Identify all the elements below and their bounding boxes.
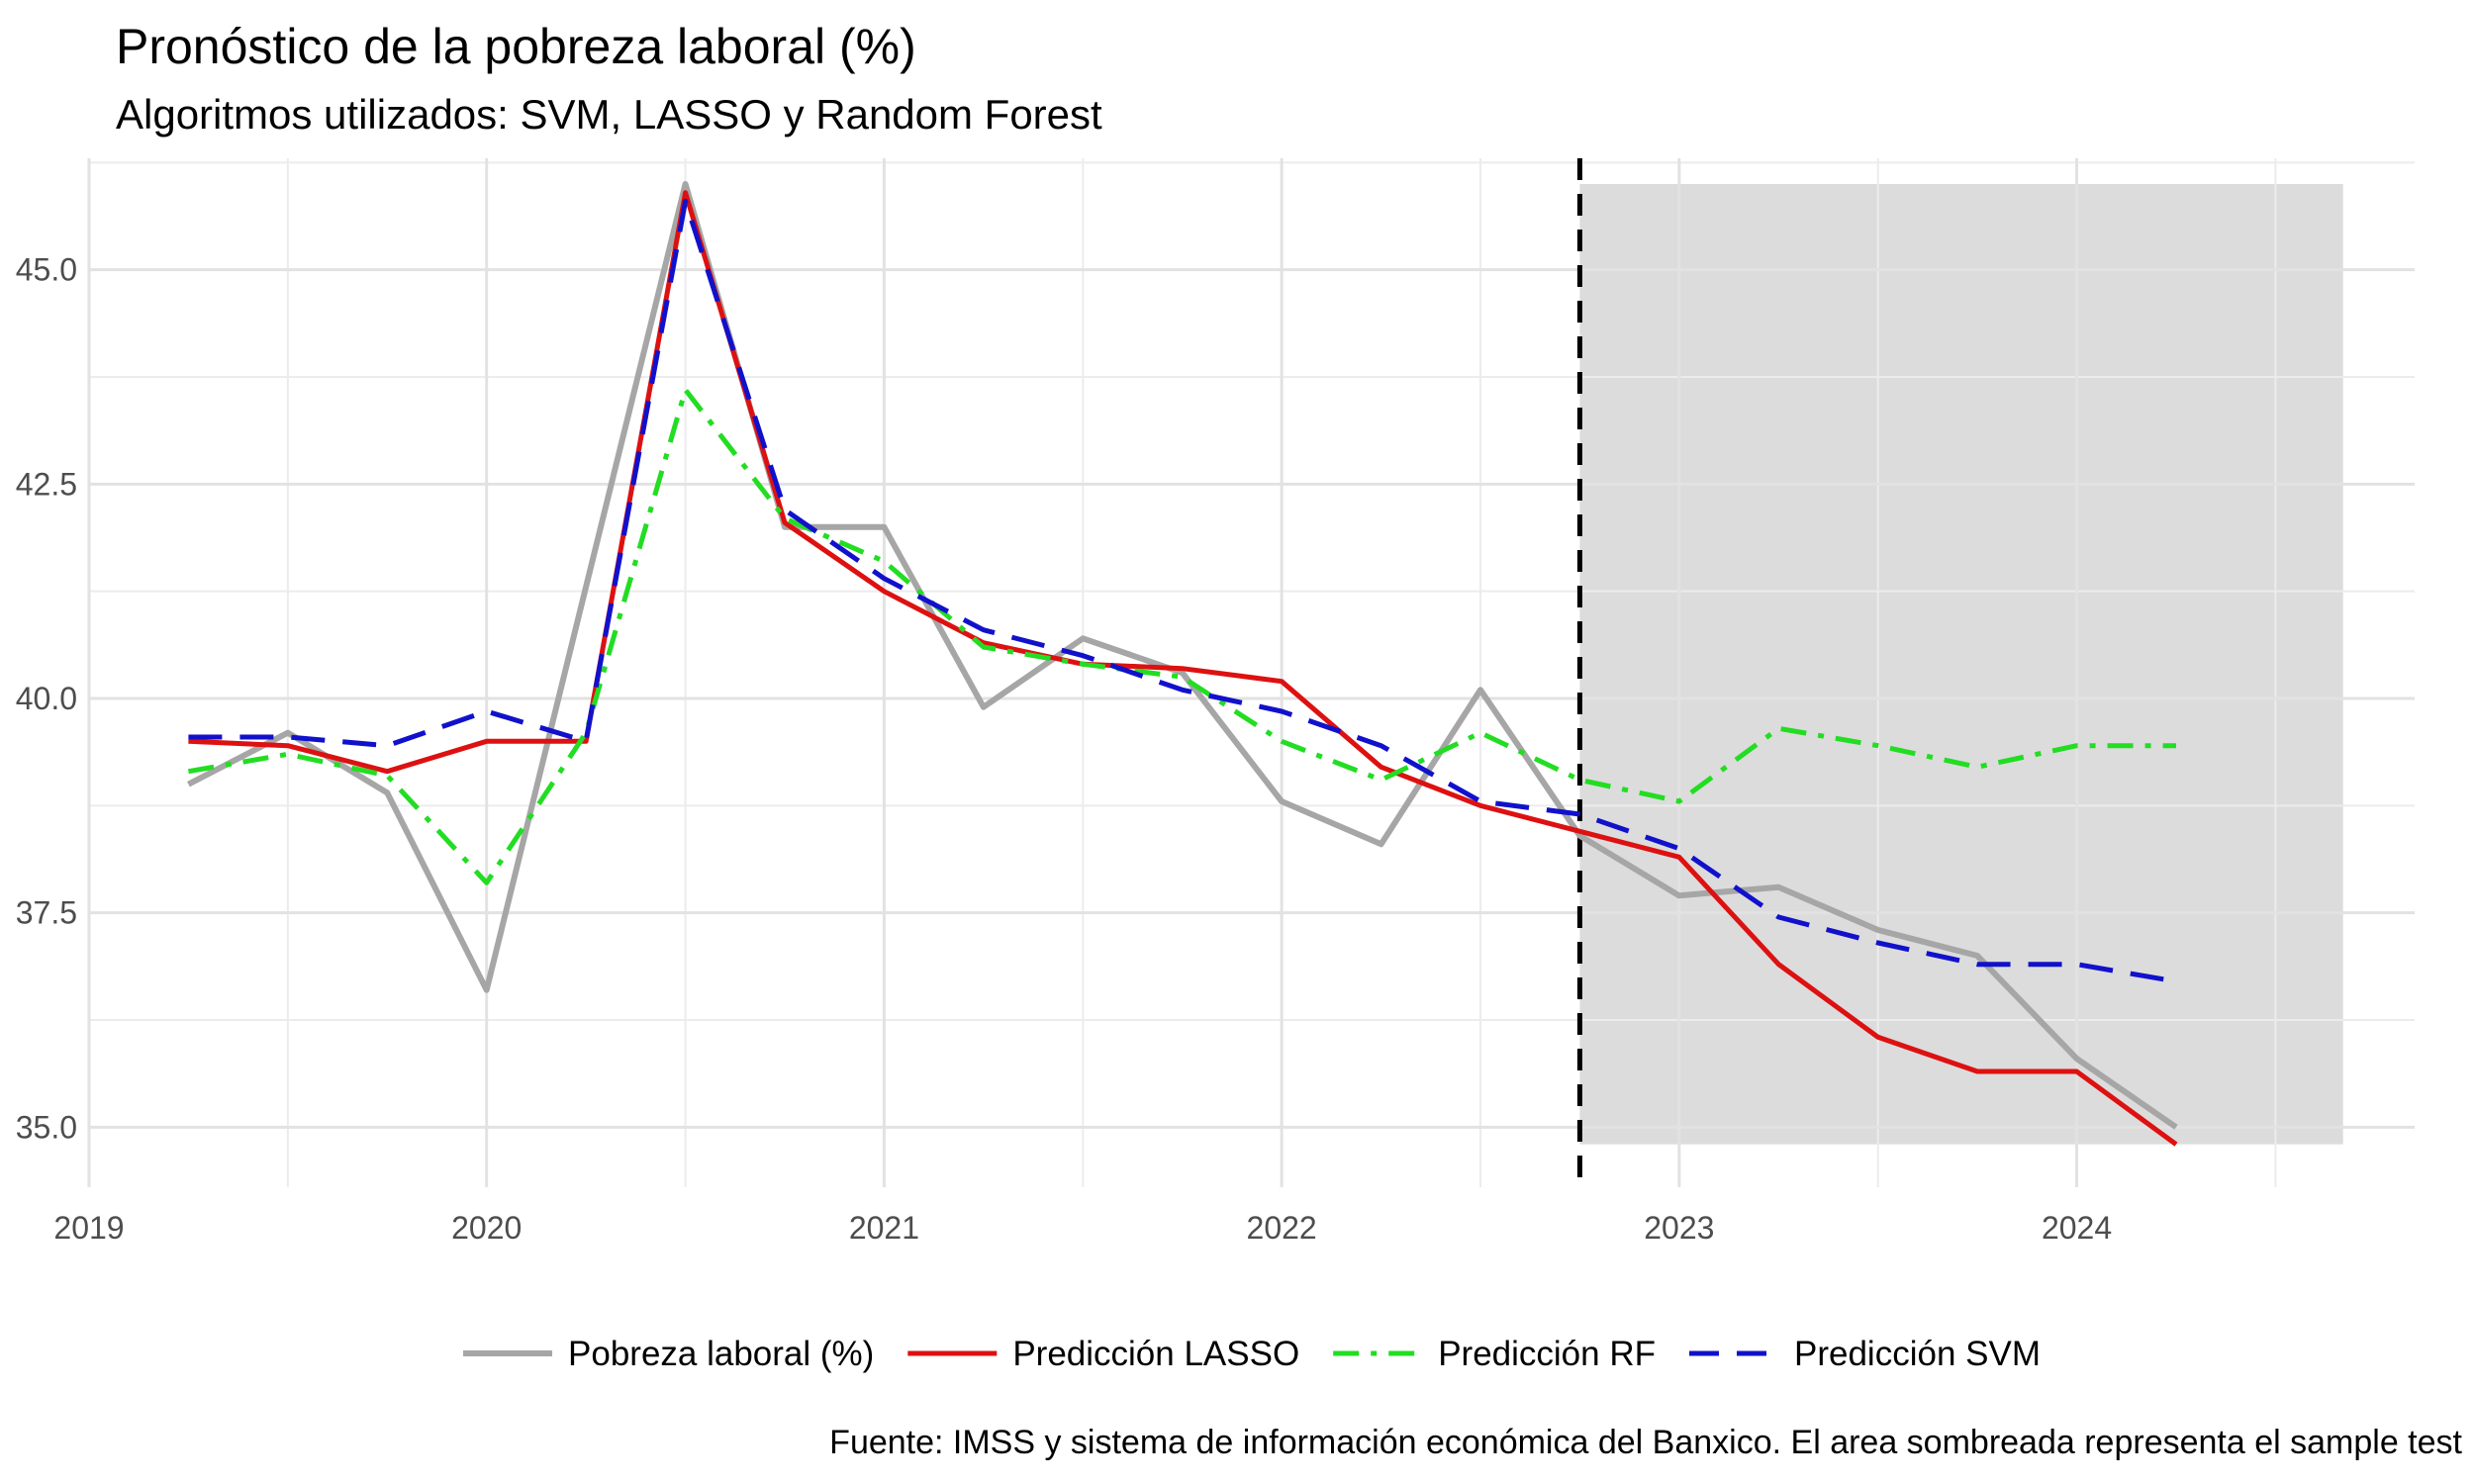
y-tick-label: 35.0 [16,1109,77,1145]
y-tick-label: 37.5 [16,895,77,931]
chart-title: Pronóstico de la pobreza laboral (%) [116,19,916,74]
y-tick-label: 45.0 [16,252,77,288]
series-line-3 [187,387,2176,885]
x-tick-label: 2019 [53,1210,124,1246]
chart-subtitle: Algoritmos utilizados: SVM, LASSO y Rand… [116,91,1102,138]
legend-label-4: Predicción SVM [1794,1335,2041,1373]
legend-label-2: Predicción LASSO [1012,1335,1299,1373]
series-line-1 [187,181,2178,1130]
series-line-2 [188,190,2178,1147]
y-tick-label: 42.5 [16,466,77,502]
x-tick-label: 2021 [849,1210,919,1246]
x-tick-label: 2022 [1247,1210,1317,1246]
x-tick-label: 2020 [451,1210,522,1246]
x-tick-label: 2023 [1644,1210,1714,1246]
chart-caption: Fuente: IMSS y sistema de información ec… [829,1424,2462,1461]
legend-label-1: Pobreza laboral (%) [568,1335,874,1373]
legend-label-3: Predicción RF [1438,1335,1656,1373]
y-tick-label: 40.0 [16,681,77,716]
series-line-4 [188,198,2177,984]
test-sample-shaded-region [1579,184,2343,1145]
x-tick-label: 2024 [2042,1210,2112,1246]
